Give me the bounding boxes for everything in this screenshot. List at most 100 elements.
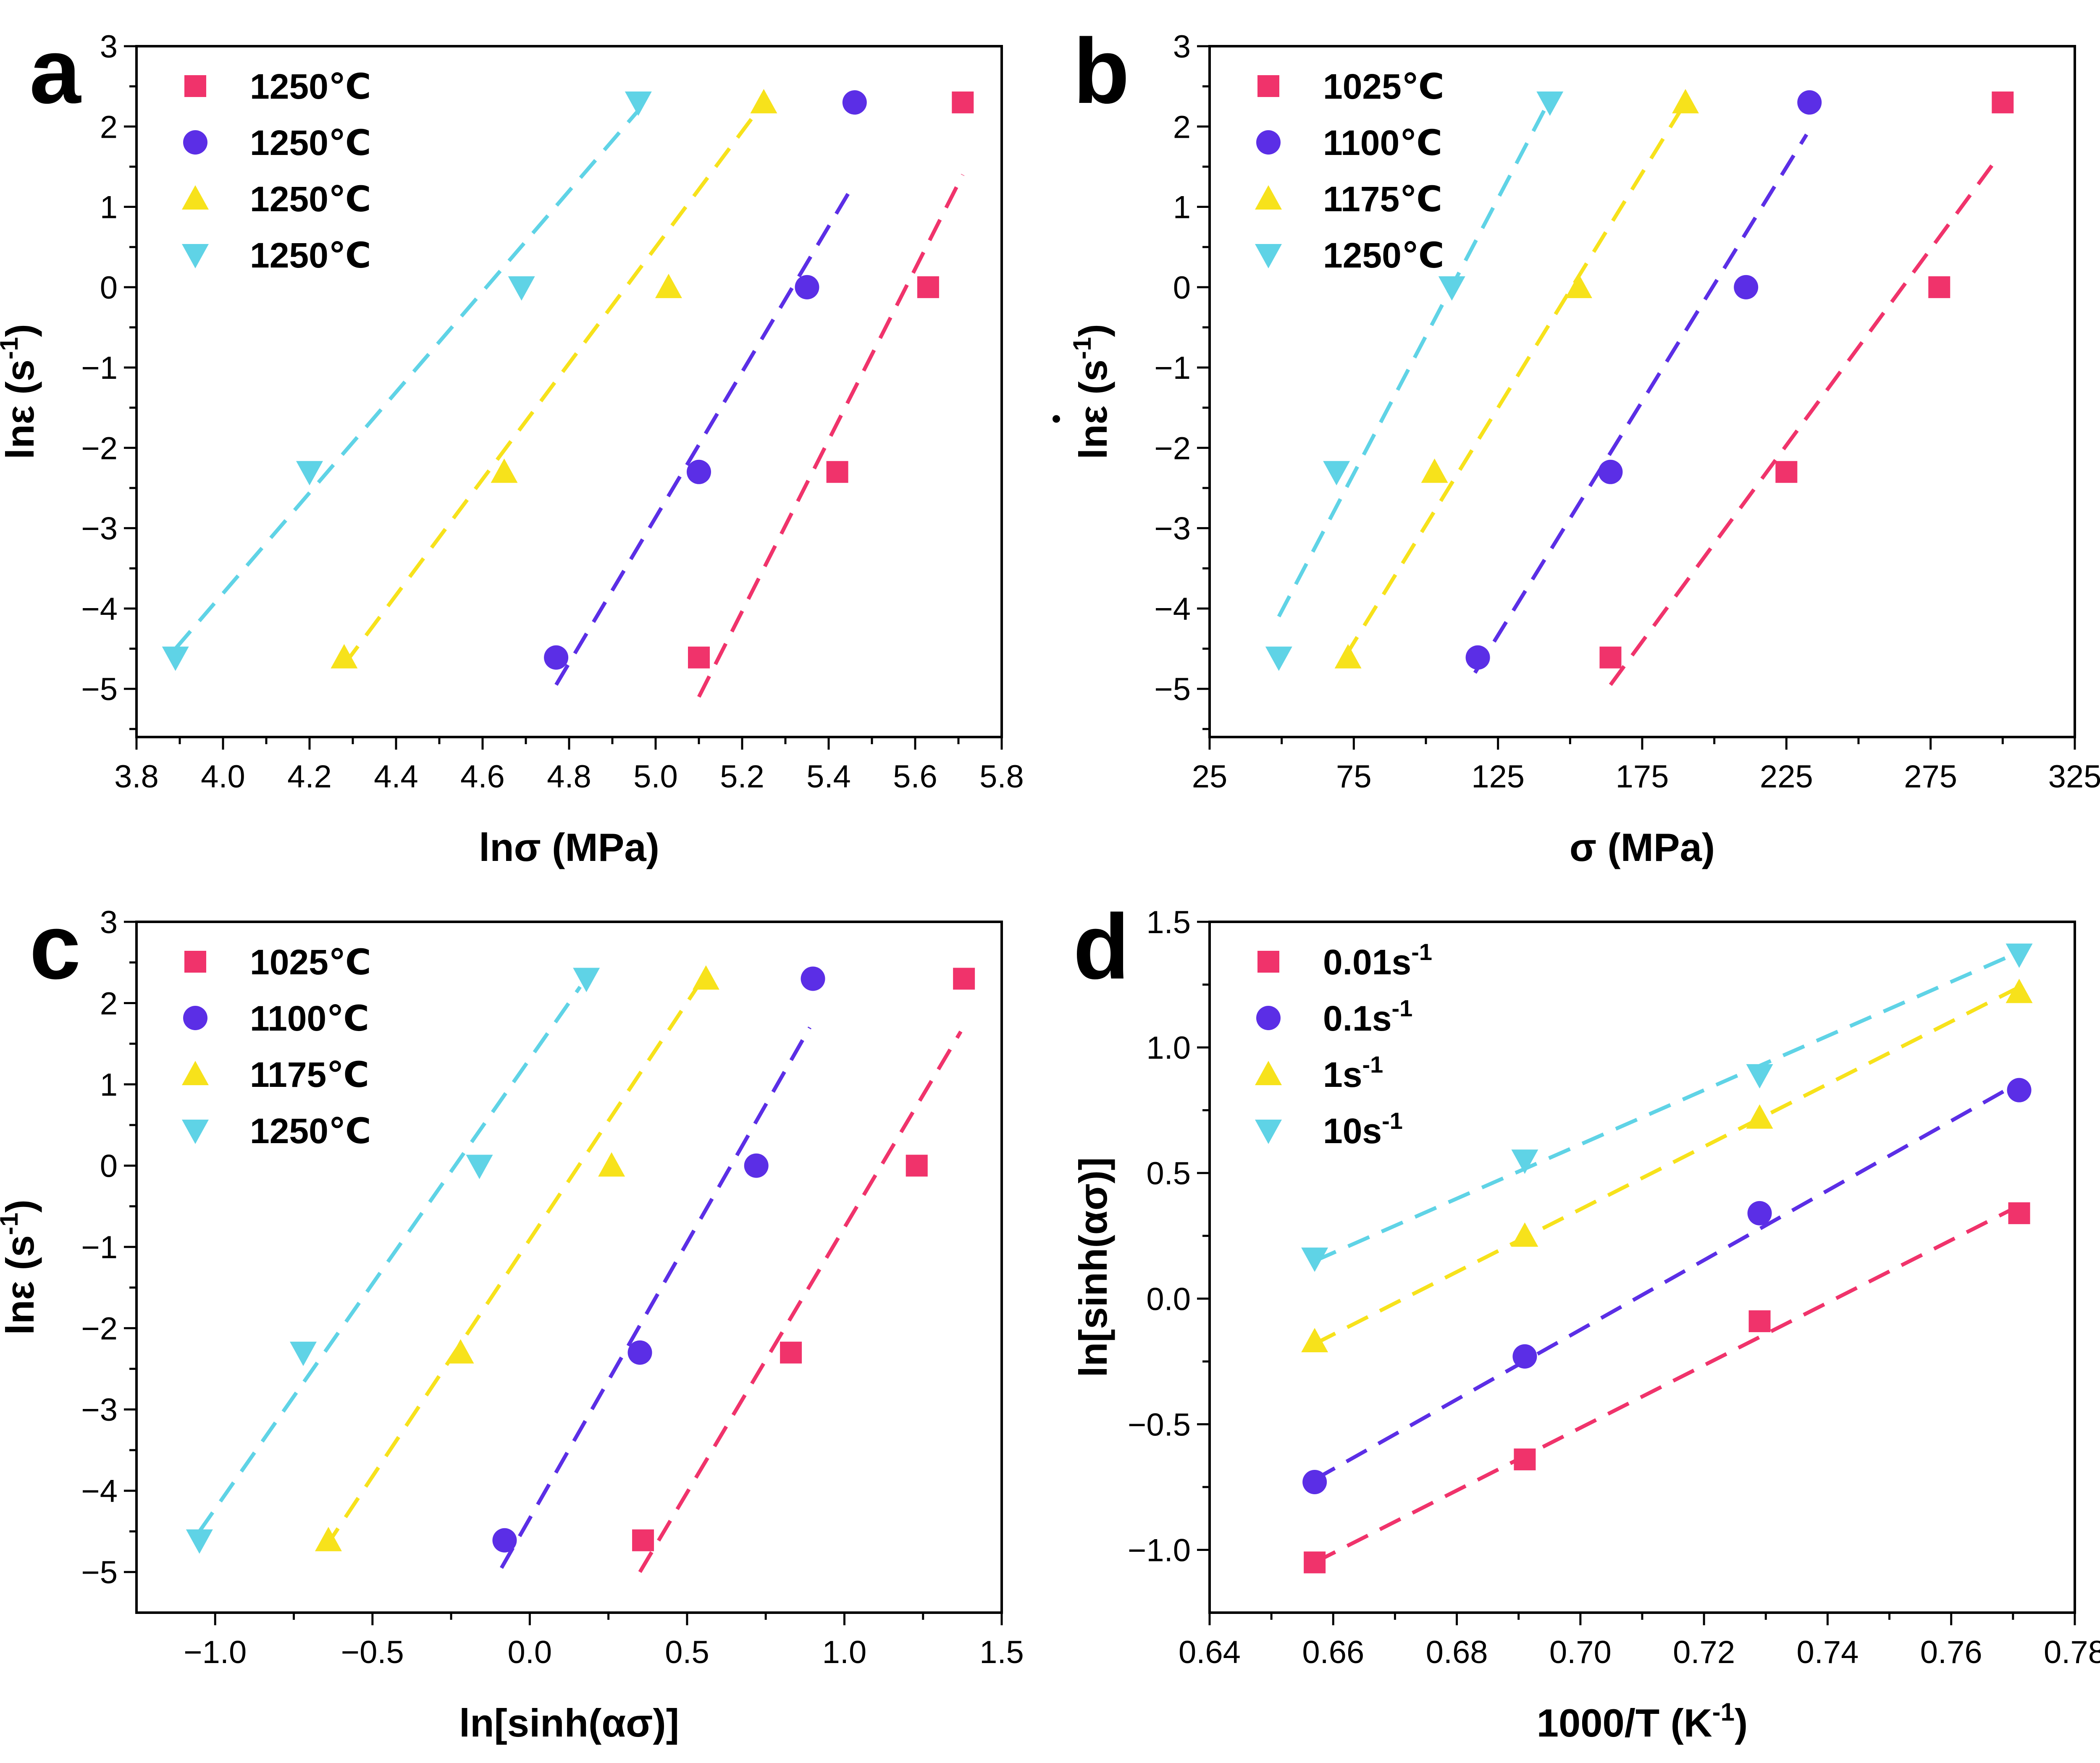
y-tick-label: 1.0 [1146,1030,1191,1066]
plot-frame [135,921,1003,1614]
fit-line-cyan [198,986,582,1533]
y-tick-label: 2 [100,986,118,1022]
y-tick-label: −3 [1154,511,1191,547]
data-point-purple [1734,275,1759,299]
y-tick-label: −3 [81,511,118,547]
fit-line-purple [500,1026,811,1569]
y-tick-label: 3 [1173,29,1191,65]
x-tick-label: 0.76 [1920,1634,1982,1670]
data-point-cyan [625,91,652,116]
y-tick-label: −0.5 [1128,1407,1191,1443]
fit-line-cyan [1277,109,1546,618]
data-point-yellow [491,458,518,483]
legend-label: 1100℃ [1323,123,1442,163]
fit-line-purple [1473,134,1809,674]
y-tick-label: 0 [100,270,118,306]
data-point-purple [744,1153,769,1178]
legend-marker-purple [1256,130,1281,155]
legend-label: 1250℃ [250,179,371,219]
x-tick-label: 225 [1760,759,1813,795]
x-tick-label: 0.70 [1549,1634,1612,1670]
epsilon-dot [1053,415,1060,423]
x-axis-title: ln[sinh(ασ)] [459,1701,679,1745]
x-tick-label: 0.0 [508,1634,552,1670]
data-point-red [1599,646,1622,669]
data-point-yellow [2006,979,2033,1003]
x-tick-label: 5.2 [720,759,764,795]
x-tick-label: 275 [1904,759,1957,795]
data-point-cyan [290,1341,317,1366]
data-point-cyan [296,461,323,485]
data-point-red [1992,91,2014,113]
legend-label: 1025℃ [1323,67,1444,106]
legend-label: 0.01s-1 [1323,939,1432,982]
y-axis-title: ln[sinh(ασ)] [1071,1157,1115,1377]
x-tick-label: 75 [1336,759,1372,795]
data-point-cyan [1301,1247,1328,1272]
x-tick-label: 25 [1192,759,1228,795]
data-point-purple [842,90,867,115]
y-tick-label: 1 [100,190,118,226]
x-axis-title: 1000/T (K-1) [1537,1698,1748,1745]
x-tick-label: 0.66 [1302,1634,1364,1670]
legend-label: 1175℃ [1323,179,1442,219]
legend-label: 1175℃ [250,1055,369,1094]
legend-marker-red [1257,75,1279,97]
y-tick-label: 0.0 [1146,1281,1191,1317]
x-tick-label: 5.8 [979,759,1024,795]
data-point-purple [492,1528,517,1553]
legend-label: 1250℃ [250,236,371,275]
x-tick-label: 5.4 [806,759,851,795]
legend-marker-cyan [182,244,209,268]
data-point-cyan [1746,1064,1773,1089]
data-point-red [632,1529,654,1551]
data-point-purple [544,645,569,670]
data-point-yellow [447,1339,474,1364]
data-point-cyan [186,1529,213,1554]
data-point-yellow [1672,89,1699,113]
fit-line-red [697,174,965,698]
data-point-red [1514,1448,1536,1471]
panel-b: 25 75 125 175 225 275 325 −5 −4 −3 −2 −1 0 1 2 3 σ (MPa)… [1053,19,2100,869]
data-point-yellow [1746,1104,1773,1129]
data-point-red [826,461,848,483]
data-point-purple [1797,90,1822,115]
data-point-yellow [1334,644,1362,669]
y-tick-label: 0.5 [1146,1156,1191,1191]
y-tick-label: 0 [100,1149,118,1184]
data-point-purple [801,966,825,991]
fit-line-yellow [323,977,705,1549]
x-tick-label: 0.78 [2044,1634,2100,1670]
y-tick-label: −4 [81,591,118,627]
panel-letter: d [1073,895,1129,998]
data-point-yellow [598,1152,625,1177]
data-point-yellow [331,644,358,669]
x-tick-label: 1.5 [979,1634,1024,1670]
data-point-red [917,276,939,298]
y-tick-label: −1.0 [1128,1532,1191,1568]
x-axis-title: σ (MPa) [1570,825,1715,869]
panel-d: 0.64 0.66 0.68 0.70 0.72 0.74 0.76 0.78 −1.0 −0.5… [1071,895,2100,1745]
y-tick-label: −2 [81,1311,118,1347]
data-point-red [1928,276,1950,298]
data-point-cyan [1323,461,1350,485]
data-point-cyan [2006,943,2033,968]
data-point-purple [1598,459,1623,484]
data-point-purple [687,459,711,484]
x-tick-label: 0.68 [1426,1634,1488,1670]
data-point-yellow [1301,1327,1328,1352]
legend-marker-red [184,951,206,973]
y-tick-label: −5 [81,1555,118,1590]
x-tick-label: −1.0 [184,1634,247,1670]
y-axis-title: lnε (s-1) [0,1199,42,1335]
y-tick-label: −3 [81,1392,118,1428]
x-tick-label: 5.0 [633,759,678,795]
data-point-cyan [1511,1149,1538,1174]
legend-label: 10s-1 [1323,1107,1403,1151]
data-point-purple [1512,1344,1537,1369]
data-point-cyan [508,276,535,301]
y-axis-title: lnε (s-1) [1068,324,1115,459]
y-tick-label: 3 [100,905,118,940]
data-point-red [1748,1310,1771,1333]
